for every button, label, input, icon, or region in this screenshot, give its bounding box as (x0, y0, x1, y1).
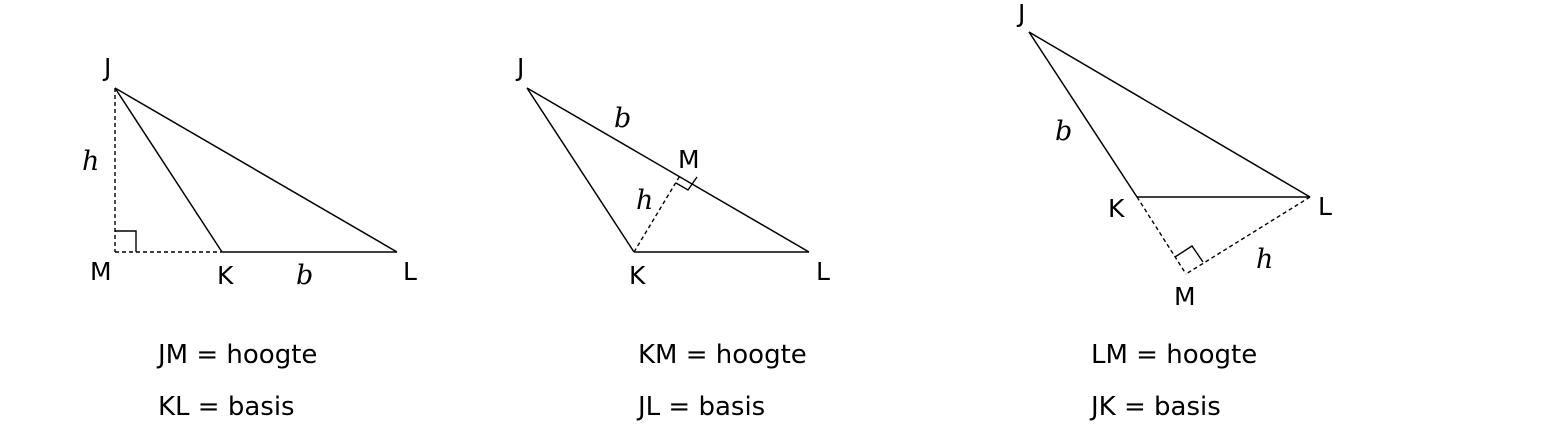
label-k: K (629, 261, 646, 290)
caption-base: KL = basis (158, 392, 295, 422)
figure-2: J M K L b h KM = hoogte JL = basis (515, 53, 830, 422)
side-jl (114, 87, 398, 253)
side-jk (114, 87, 223, 253)
label-j: J (1016, 0, 1025, 28)
caption-base: JK = basis (1089, 392, 1221, 422)
side-jl (1028, 31, 1311, 198)
right-angle-mark (115, 230, 137, 252)
height-km (633, 173, 682, 253)
figure-1: J M K L h b JM = hoogte KL = basis (82, 53, 417, 422)
jk-extension (1136, 196, 1187, 275)
side-jk (526, 87, 635, 253)
label-b: b (296, 260, 313, 291)
label-l: L (1318, 192, 1332, 221)
height-lm (1185, 196, 1311, 275)
label-k: K (217, 261, 234, 290)
right-angle-mark (1174, 245, 1204, 263)
caption-height: LM = hoogte (1091, 340, 1257, 370)
label-j: J (102, 53, 111, 82)
caption-height: KM = hoogte (638, 340, 807, 370)
side-jk-base (1028, 31, 1138, 198)
label-h: h (636, 185, 653, 216)
label-j: J (515, 53, 524, 82)
caption-height: JM = hoogte (156, 340, 317, 370)
label-b: b (614, 103, 631, 134)
figure-3: J K L M b h LM = hoogte JK = basis (1016, 0, 1332, 422)
right-angle-mark (675, 176, 698, 191)
label-m: M (678, 145, 700, 174)
label-b: b (1055, 116, 1072, 147)
caption-base: JL = basis (636, 392, 765, 422)
label-l: L (816, 257, 830, 286)
label-l: L (403, 257, 417, 286)
label-k: K (1108, 194, 1125, 223)
label-m: M (1174, 282, 1196, 311)
label-h: h (82, 146, 99, 177)
label-h: h (1256, 244, 1273, 275)
side-jl-base (526, 87, 810, 253)
label-m: M (90, 257, 112, 286)
